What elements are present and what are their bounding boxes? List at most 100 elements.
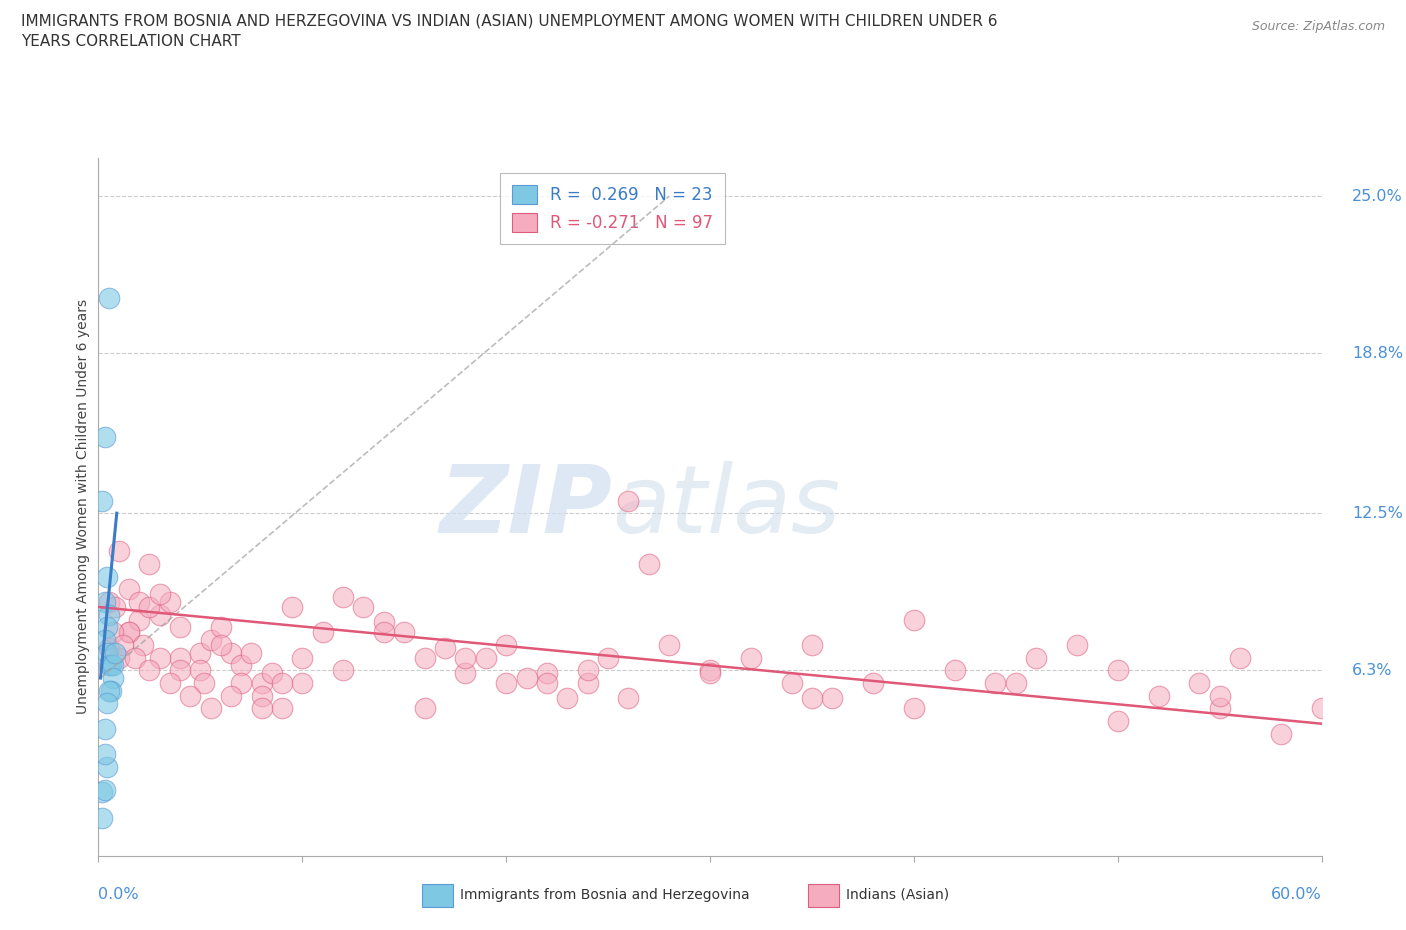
Point — [209, 638, 232, 653]
Point — [373, 625, 395, 640]
Point — [413, 701, 436, 716]
Point — [97, 290, 120, 305]
Point — [231, 676, 253, 691]
Point — [576, 676, 599, 691]
Point — [454, 650, 477, 665]
Point — [159, 594, 181, 609]
Point — [1107, 713, 1129, 728]
Point — [352, 600, 374, 615]
Point — [270, 701, 294, 716]
Point — [1188, 676, 1211, 691]
Point — [474, 650, 498, 665]
Text: 0.0%: 0.0% — [98, 887, 139, 902]
Point — [169, 620, 191, 635]
Point — [536, 666, 558, 681]
Point — [903, 612, 925, 627]
Point — [93, 632, 115, 647]
Point — [111, 638, 134, 653]
Point — [555, 691, 579, 706]
Point — [250, 701, 273, 716]
Point — [801, 638, 824, 653]
Point — [291, 676, 314, 691]
Point — [97, 607, 120, 622]
Point — [96, 645, 118, 660]
Point — [281, 600, 304, 615]
Point — [250, 688, 273, 703]
Point — [231, 658, 253, 672]
Point — [943, 663, 966, 678]
Point — [91, 785, 114, 800]
Point — [118, 625, 141, 640]
Point — [740, 650, 762, 665]
Point — [821, 691, 844, 706]
Point — [699, 663, 721, 678]
Point — [138, 556, 160, 571]
Text: Immigrants from Bosnia and Herzegovina: Immigrants from Bosnia and Herzegovina — [460, 887, 749, 902]
Point — [101, 658, 124, 672]
Text: 18.8%: 18.8% — [1353, 346, 1403, 361]
Point — [118, 625, 141, 640]
Point — [1004, 676, 1026, 691]
Point — [332, 590, 354, 604]
Text: IMMIGRANTS FROM BOSNIA AND HERZEGOVINA VS INDIAN (ASIAN) UNEMPLOYMENT AMONG WOME: IMMIGRANTS FROM BOSNIA AND HERZEGOVINA V… — [21, 14, 998, 29]
Point — [91, 493, 114, 508]
Point — [1025, 650, 1047, 665]
Point — [100, 684, 122, 698]
Y-axis label: Unemployment Among Women with Children Under 6 years: Unemployment Among Women with Children U… — [76, 299, 90, 714]
Point — [903, 701, 925, 716]
Point — [149, 607, 172, 622]
Point — [93, 747, 115, 762]
Point — [291, 650, 314, 665]
Point — [1310, 701, 1333, 716]
Point — [96, 760, 118, 775]
Point — [434, 640, 457, 655]
Point — [576, 663, 599, 678]
Point — [138, 600, 160, 615]
Point — [536, 676, 558, 691]
Point — [169, 663, 191, 678]
Point — [495, 638, 517, 653]
Point — [93, 722, 115, 737]
Point — [91, 810, 114, 825]
Point — [93, 782, 115, 797]
Text: Source: ZipAtlas.com: Source: ZipAtlas.com — [1251, 20, 1385, 33]
Point — [108, 544, 131, 559]
Point — [100, 658, 122, 672]
Point — [637, 556, 661, 571]
Point — [132, 638, 155, 653]
Point — [108, 650, 131, 665]
Point — [260, 666, 283, 681]
Point — [862, 676, 884, 691]
Point — [159, 676, 181, 691]
Text: 6.3%: 6.3% — [1353, 663, 1393, 678]
Point — [93, 430, 115, 445]
Point — [97, 640, 120, 655]
Point — [617, 493, 640, 508]
Point — [138, 663, 160, 678]
Point — [96, 569, 118, 584]
Point — [219, 688, 242, 703]
Point — [312, 625, 335, 640]
Point — [332, 663, 354, 678]
Point — [801, 691, 824, 706]
Point — [193, 676, 215, 691]
Point — [97, 684, 120, 698]
Point — [104, 600, 127, 615]
Point — [104, 645, 127, 660]
Point — [1147, 688, 1170, 703]
Point — [188, 645, 212, 660]
Point — [219, 645, 242, 660]
Point — [413, 650, 436, 665]
Text: 12.5%: 12.5% — [1353, 506, 1403, 521]
Text: atlas: atlas — [612, 461, 841, 552]
Point — [97, 658, 120, 672]
Point — [128, 594, 150, 609]
Legend: R =  0.269   N = 23, R = -0.271   N = 97: R = 0.269 N = 23, R = -0.271 N = 97 — [501, 173, 724, 244]
Point — [200, 701, 222, 716]
Point — [1066, 638, 1088, 653]
Point — [149, 587, 172, 602]
Point — [1209, 701, 1232, 716]
Point — [1209, 688, 1232, 703]
Point — [984, 676, 1007, 691]
Point — [1270, 726, 1292, 741]
